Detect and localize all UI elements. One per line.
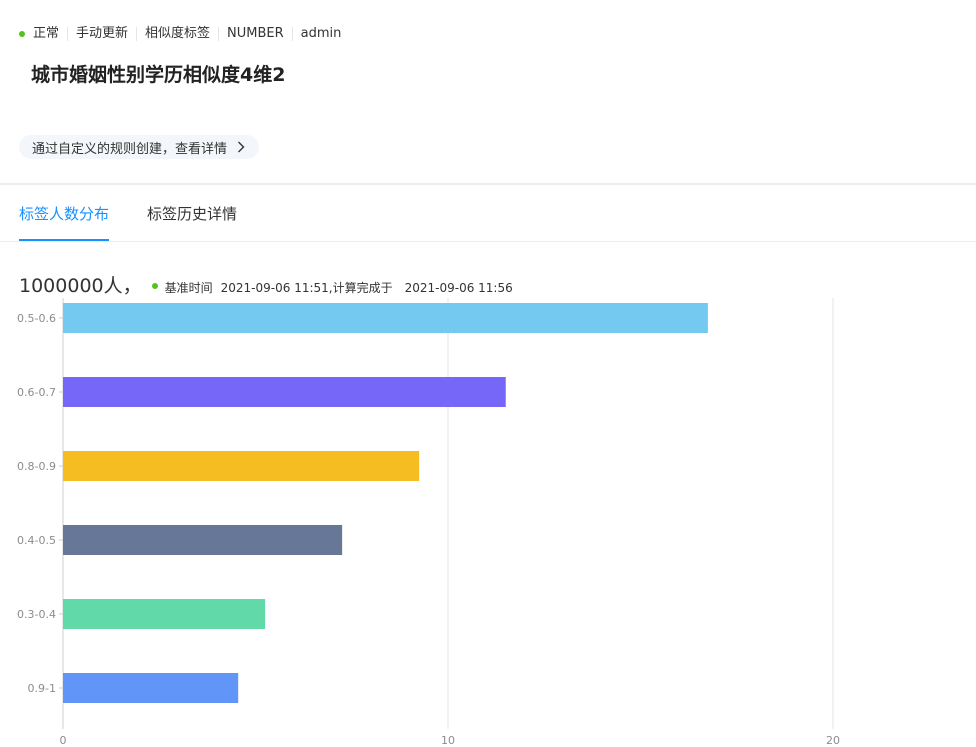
x-tick-label-20: 20 [826, 734, 840, 747]
rule-detail-label: 通过自定义的规则创建，查看详情 [32, 141, 228, 157]
completed-label: 计算完成于 [332, 281, 393, 295]
x-tick-label-10: 10 [441, 734, 455, 747]
page-title: 城市婚姻性别学历相似度4维2 [31, 64, 286, 86]
status-text: 正常 [33, 26, 60, 41]
rule-detail-link[interactable]: 通过自定义的规则创建，查看详情 [19, 135, 260, 159]
tab-tag-distribution[interactable]: 标签人数分布 [19, 203, 110, 241]
bar-0.9-1 [63, 673, 239, 703]
value-type: NUMBER [218, 27, 292, 41]
bar-0.5-0.6 [63, 303, 708, 333]
y-tick-label-0.9-1: 0.9-1 [28, 682, 56, 695]
y-tick-label-0.4-0.5: 0.4-0.5 [17, 534, 56, 547]
y-tick-label-0.3-0.4: 0.3-0.4 [17, 608, 56, 621]
owner: admin [291, 27, 350, 41]
base-time: 2021-09-06 11:51, [220, 281, 333, 295]
y-tick-label-0.6-0.7: 0.6-0.7 [17, 386, 56, 399]
update-mode: 手动更新 [67, 27, 136, 41]
section-divider [0, 183, 976, 185]
summary-line: 1000000人， 基准时间 2021-09-06 11:51, 计算完成于 2… [19, 271, 513, 298]
population-count: 1000000人， [19, 275, 142, 297]
bar-0.6-0.7 [63, 377, 506, 407]
tab-tag-history[interactable]: 标签历史详情 [147, 205, 238, 223]
bar-0.3-0.4 [63, 599, 266, 629]
tab-bar: 标签人数分布 标签历史详情 [0, 185, 976, 242]
bar-0.4-0.5 [63, 525, 343, 555]
y-tick-label-0.8-0.9: 0.8-0.9 [17, 460, 56, 473]
tag-distribution-chart: 0.5-0.6 0.6-0.7 0.8-0.9 0.4-0.5 0.3-0.4 0.9-1… [17, 298, 840, 747]
bar-0.8-0.9 [63, 451, 420, 481]
chevron-right-icon [237, 141, 245, 153]
summary-dot-icon [151, 283, 158, 289]
tag-meta-row: 正常 手动更新 相似度标签 NUMBER admin [19, 26, 349, 42]
y-tick-label-0.5-0.6: 0.5-0.6 [17, 312, 56, 325]
base-time-label: 基准时间 [164, 281, 213, 295]
status-dot-icon [19, 31, 25, 37]
tag-type: 相似度标签 [136, 27, 218, 41]
x-tick-label-0: 0 [60, 734, 67, 747]
completed-time: 2021-09-06 11:56 [404, 281, 513, 295]
